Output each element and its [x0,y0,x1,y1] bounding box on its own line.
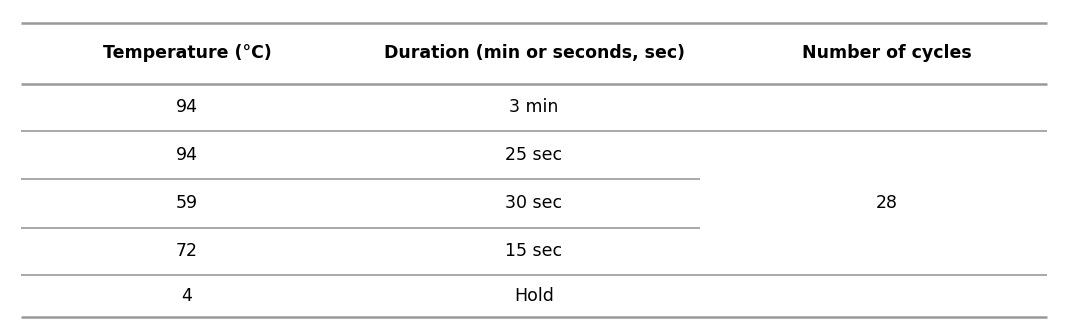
Text: 59: 59 [176,194,198,213]
Text: 28: 28 [876,194,897,212]
Text: 15 sec: 15 sec [505,243,563,260]
Text: 94: 94 [176,146,198,164]
Text: 4: 4 [182,287,192,305]
Text: 94: 94 [176,99,198,116]
Text: 25 sec: 25 sec [505,146,563,164]
Text: Number of cycles: Number of cycles [802,44,971,62]
Text: Duration (min or seconds, sec): Duration (min or seconds, sec) [383,44,685,62]
Text: 3 min: 3 min [509,99,559,116]
Text: Temperature (°C): Temperature (°C) [103,44,271,62]
Text: 30 sec: 30 sec [505,194,563,213]
Text: 72: 72 [176,243,198,260]
Text: Hold: Hold [514,287,554,305]
